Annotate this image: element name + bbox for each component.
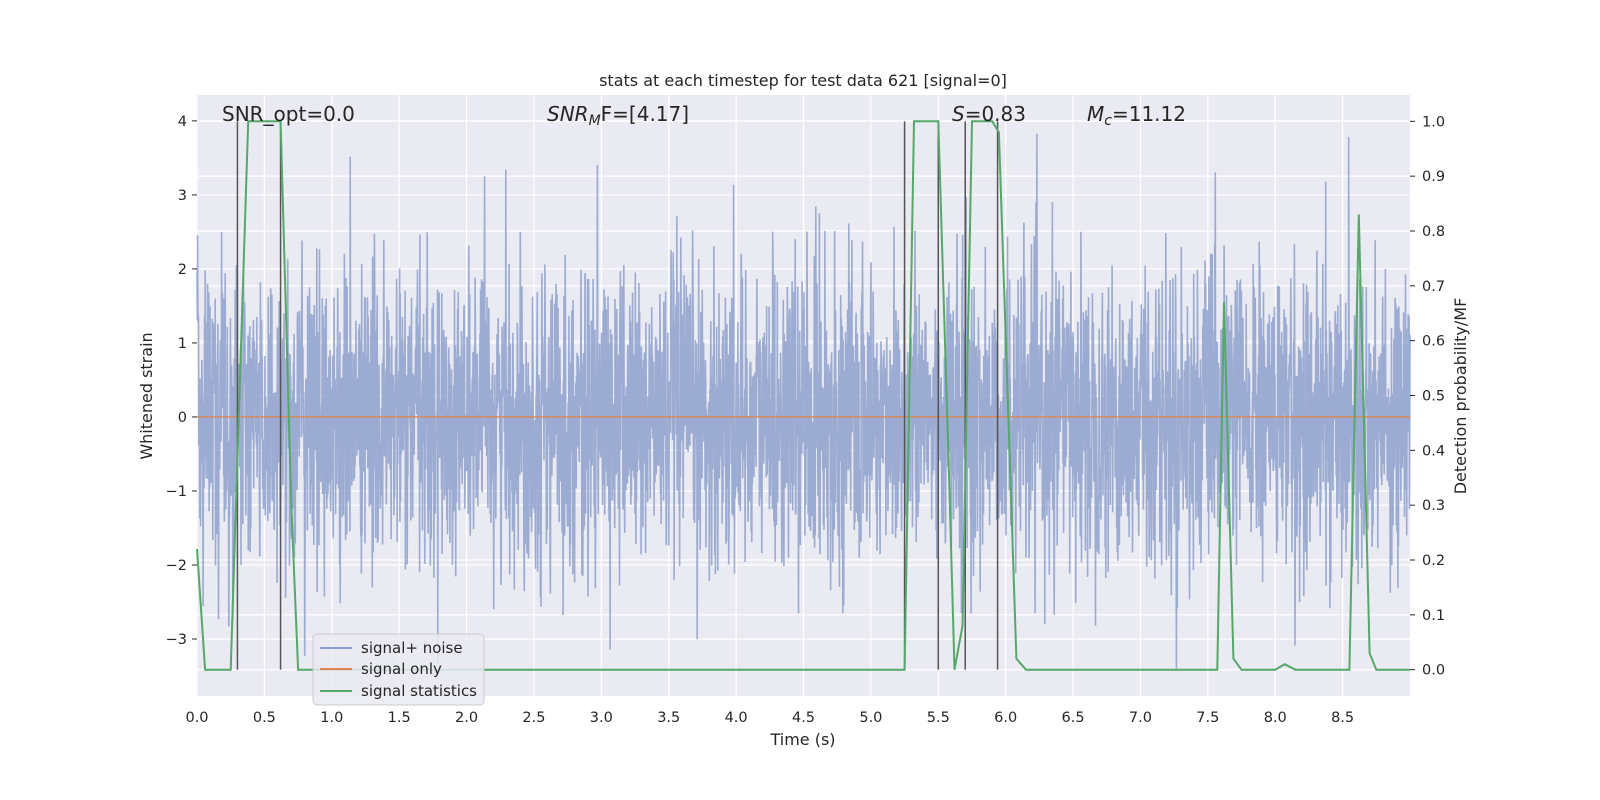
- annotation-snr-opt: SNR_opt=0.0: [222, 102, 355, 126]
- annotation-s: S=0.83: [952, 102, 1026, 126]
- y2-axis-ticks: 0.0 0.1 0.2 0.3 0.4 0.5 0.6 0.7 0.8 0.9 1.0: [1410, 114, 1445, 679]
- y2-tick-label: 0.9: [1422, 169, 1445, 185]
- x-tick-label: 3.0: [590, 710, 613, 726]
- y-axis-label: Whitened strain: [137, 332, 156, 459]
- y2-tick-label: 0.3: [1422, 498, 1445, 514]
- y2-tick-label: 0.4: [1422, 443, 1445, 459]
- y2-tick-label: 0.2: [1422, 553, 1445, 569]
- series-signal-statistics: [196, 120, 1410, 671]
- y2-tick-label: 0.7: [1422, 279, 1445, 295]
- legend-label-noise: signal+ noise: [361, 639, 463, 657]
- x-tick-label: 5.0: [859, 710, 882, 726]
- x-axis-label: Time (s): [769, 730, 835, 749]
- y-axis-ticks: −3 −2 −1 0 1 2 3 4: [166, 114, 197, 648]
- x-tick-label: 4.5: [792, 710, 815, 726]
- detection-markers: [236, 121, 999, 670]
- y-tick-label: 4: [178, 114, 187, 130]
- legend-label-signal-only: signal only: [361, 660, 442, 678]
- y2-tick-label: 0.8: [1422, 224, 1445, 240]
- x-tick-label: 4.0: [725, 710, 748, 726]
- y2-tick-label: 0.5: [1422, 389, 1445, 405]
- y-tick-label: 1: [178, 336, 187, 352]
- y-tick-label: −2: [166, 558, 187, 574]
- legend-label-statistics: signal statistics: [361, 682, 477, 700]
- y2-tick-label: 0.1: [1422, 608, 1445, 624]
- x-axis-ticks: 0.0 0.5 1.0 1.5 2.0 2.5 3.0 3.5 4.0 4.5 5.0 5.5 6.0 6…: [185, 710, 1354, 726]
- y-tick-label: 0: [178, 410, 187, 426]
- x-tick-label: 0.0: [185, 710, 208, 726]
- x-tick-label: 2.5: [522, 710, 545, 726]
- y-tick-label: −3: [166, 632, 187, 648]
- series-signal-plus-noise: [196, 133, 1411, 669]
- x-tick-label: 0.5: [253, 710, 276, 726]
- x-tick-label: 2.0: [455, 710, 478, 726]
- x-tick-label: 5.5: [927, 710, 950, 726]
- y-tick-label: −1: [166, 484, 187, 500]
- legend: signal+ noise signal only signal statist…: [312, 633, 485, 706]
- legend-box: [312, 633, 485, 706]
- y2-tick-label: 0.0: [1422, 663, 1445, 679]
- chart-title: stats at each timestep for test data 621…: [599, 71, 1007, 90]
- x-tick-label: 3.5: [657, 710, 680, 726]
- annotation-mc: Mc=11.12: [1087, 102, 1186, 129]
- y2-axis-label: Detection probability/MF: [1451, 298, 1470, 495]
- x-tick-label: 7.0: [1129, 710, 1152, 726]
- y-tick-label: 3: [178, 188, 187, 204]
- x-tick-label: 6.5: [1062, 710, 1085, 726]
- x-tick-label: 1.0: [320, 710, 343, 726]
- x-tick-label: 8.5: [1331, 710, 1354, 726]
- x-tick-label: 1.5: [388, 710, 411, 726]
- y2-tick-label: 1.0: [1422, 114, 1445, 130]
- statistics-line: [196, 120, 1410, 671]
- x-tick-label: 7.5: [1196, 710, 1219, 726]
- noise-line: [196, 133, 1411, 669]
- y2-tick-label: 0.6: [1422, 334, 1445, 350]
- y-tick-label: 2: [178, 262, 187, 278]
- annotation-snr-mf: SNRMF=[4.17]: [547, 102, 689, 129]
- x-tick-label: 8.0: [1264, 710, 1287, 726]
- x-tick-label: 6.0: [994, 710, 1017, 726]
